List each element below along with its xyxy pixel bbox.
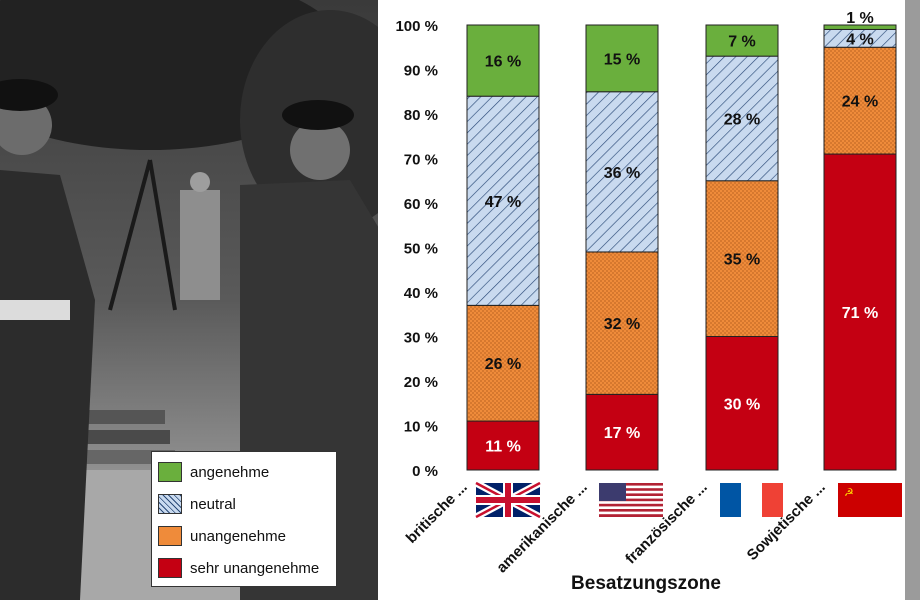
y-tick-label: 0 %: [412, 463, 438, 480]
data-label: 17 %: [604, 425, 640, 442]
data-label: 7 %: [728, 34, 756, 51]
y-tick-label: 90 %: [404, 63, 438, 80]
french-flag-icon: [720, 483, 783, 517]
y-tick-label: 100 %: [395, 18, 438, 35]
x-axis-title: Besatzungszone: [571, 573, 721, 594]
data-label: 32 %: [604, 316, 640, 333]
legend-label: sehr unangenehme: [190, 559, 320, 577]
legend-label: unangenehme: [190, 527, 286, 545]
y-tick-label: 20 %: [404, 374, 438, 391]
bar-segment: [705, 24, 779, 57]
data-label: 4 %: [846, 31, 874, 48]
bar-segment: [705, 55, 779, 182]
data-label: 71 %: [842, 305, 878, 322]
bar-segment: [823, 153, 897, 471]
data-label: 15 %: [604, 51, 640, 68]
union-jack-flag-icon: [474, 479, 542, 521]
y-tick-label: 50 %: [404, 241, 438, 258]
y-tick-label: 40 %: [404, 285, 438, 302]
bar-segment: [585, 24, 659, 93]
svg-text:☭: ☭: [844, 486, 854, 499]
bar-segment: [585, 91, 659, 253]
data-label: 28 %: [724, 111, 760, 128]
data-label: 16 %: [485, 54, 521, 71]
bar-segment: [705, 180, 779, 337]
data-label: 30 %: [724, 396, 760, 413]
data-label: 24 %: [842, 94, 878, 111]
y-tick-label: 70 %: [404, 152, 438, 169]
bar-segment: [466, 24, 540, 97]
bar-segment: [466, 304, 540, 422]
data-label: 36 %: [604, 165, 640, 182]
data-label: 26 %: [485, 356, 521, 373]
legend-item-angenehme: angenehme: [158, 456, 330, 488]
y-tick-label: 30 %: [404, 330, 438, 347]
y-tick-label: 60 %: [404, 196, 438, 213]
bar-segment: [466, 420, 540, 471]
soviet-flag-icon: ☭: [838, 483, 902, 517]
y-tick-label: 80 %: [404, 107, 438, 124]
bar-segment: [705, 336, 779, 471]
legend-label: neutral: [190, 495, 236, 513]
legend-swatch-angenehme: [158, 462, 182, 482]
legend-item-sehr-unangenehme: sehr unangenehme: [158, 552, 330, 584]
bar-segment: [823, 24, 897, 30]
y-tick-label: 10 %: [404, 419, 438, 436]
legend-item-unangenehme: unangenehme: [158, 520, 330, 552]
bar-segment: [585, 393, 659, 471]
data-label: 11 %: [485, 439, 521, 456]
legend-swatch-neutral: [158, 494, 182, 514]
legend-label: angenehme: [190, 463, 270, 481]
bar-segment: [823, 46, 897, 155]
legend: angenehme neutral unangenehme sehr unang…: [151, 451, 337, 587]
bar-segment: [585, 251, 659, 395]
legend-item-neutral: neutral: [158, 488, 330, 520]
data-label: 47 %: [485, 194, 521, 211]
data-label: 35 %: [724, 252, 760, 269]
us-flag-icon: [599, 483, 663, 517]
bar-segment: [466, 95, 540, 306]
legend-swatch-sehr-unangenehme: [158, 558, 182, 578]
legend-swatch-unangenehme: [158, 526, 182, 546]
data-label: 1 %: [846, 10, 874, 27]
